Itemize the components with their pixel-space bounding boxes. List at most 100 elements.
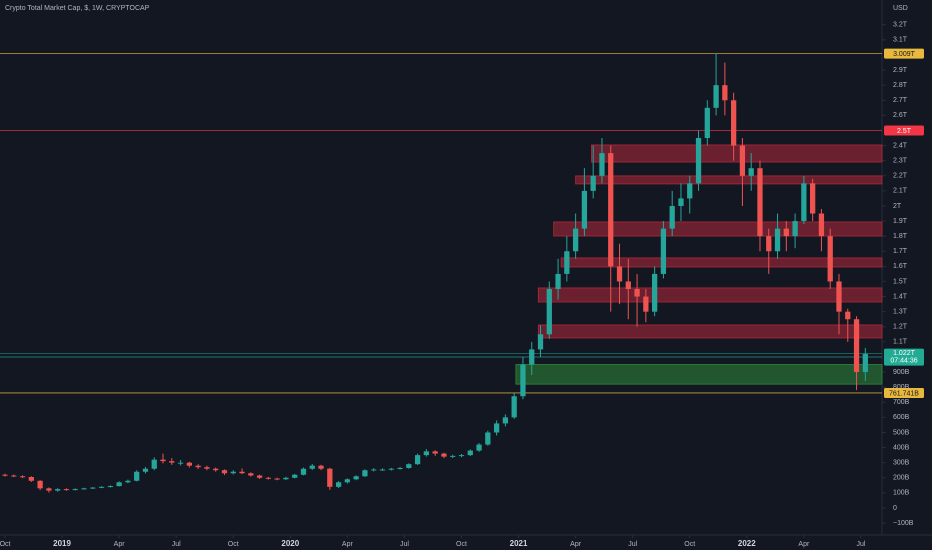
candle-body <box>687 183 693 199</box>
x-tick-label: Jul <box>172 541 181 548</box>
zone <box>515 364 883 385</box>
y-tick-label: 2.6T <box>893 112 908 119</box>
candle-body <box>125 480 131 483</box>
candle-body <box>169 461 175 463</box>
candle-body <box>581 190 588 229</box>
candle-body <box>230 471 236 474</box>
x-tick-label: Oct <box>0 541 11 548</box>
candle-body <box>520 364 526 397</box>
candle-body <box>450 455 456 457</box>
y-tick-label: 2.9T <box>893 67 908 74</box>
candle-body <box>265 477 271 479</box>
candle-body <box>467 450 473 456</box>
candle-body <box>766 236 772 252</box>
candle-body <box>660 228 667 274</box>
candle-body <box>731 100 737 146</box>
candle-body <box>28 477 34 481</box>
candle-body <box>90 487 96 489</box>
candle-body <box>476 444 482 451</box>
candle-body <box>511 396 517 418</box>
zone <box>553 221 883 237</box>
x-tick-label: Jul <box>400 541 409 548</box>
candle-body <box>853 319 860 373</box>
candle-body <box>783 228 789 237</box>
y-tick-label: 1.6T <box>893 263 908 270</box>
candle-body <box>292 474 298 478</box>
y-tick-label: −100B <box>893 520 914 527</box>
candle-body <box>151 459 157 469</box>
candle-body <box>634 289 640 297</box>
candle-body <box>493 423 500 433</box>
candle-body <box>414 455 421 465</box>
candle-body <box>177 462 184 464</box>
candle-body <box>818 213 825 237</box>
candle-body <box>186 462 192 466</box>
candle-body <box>116 482 122 487</box>
candle-body <box>63 489 70 491</box>
last-price-box <box>884 348 924 366</box>
level-label-box <box>884 125 924 136</box>
candle-body <box>441 453 447 457</box>
candle-body <box>72 489 78 491</box>
candle-body <box>651 273 658 312</box>
y-tick-label: 1.8T <box>893 233 908 240</box>
zone <box>575 175 883 185</box>
candle-body <box>2 474 8 476</box>
candle-body <box>537 334 544 350</box>
candle-body <box>739 145 746 176</box>
last-price-label: 1.022T <box>893 350 916 357</box>
candle-body <box>353 476 359 480</box>
y-tick-label: 1.3T <box>893 309 908 316</box>
candle-body <box>344 479 351 483</box>
candle-body <box>134 471 140 481</box>
candle-body <box>423 451 430 456</box>
zone <box>537 324 883 339</box>
zone <box>591 144 883 163</box>
candle-body <box>256 475 263 478</box>
candle-body <box>239 471 245 474</box>
currency-label: USD <box>893 5 908 12</box>
y-tick-label: 1.4T <box>893 293 908 300</box>
zone <box>537 287 883 303</box>
y-tick-label: 600B <box>893 414 910 421</box>
y-tick-label: 2.3T <box>893 158 908 165</box>
level-label-box <box>884 387 924 398</box>
candle-body <box>213 468 219 471</box>
candle-body <box>827 236 833 282</box>
candle-body <box>204 467 210 469</box>
candle-body <box>599 153 605 176</box>
y-tick-label: 1.9T <box>893 218 908 225</box>
x-tick-label: Apr <box>114 541 126 548</box>
candle-body <box>695 138 702 184</box>
candle-body <box>546 289 552 335</box>
y-tick-label: 200B <box>893 475 910 482</box>
y-tick-label: 1.1T <box>893 339 908 346</box>
candle-body <box>107 486 113 488</box>
y-tick-label: 900B <box>893 369 910 376</box>
candle-body <box>564 251 570 274</box>
x-tick-label: Apr <box>342 541 354 548</box>
x-tick-label: Jul <box>856 541 865 548</box>
candle-body <box>142 468 149 472</box>
candle-body <box>318 465 324 469</box>
level-label: 3.009T <box>893 51 916 58</box>
candle-body <box>274 478 280 480</box>
candle-body <box>327 468 333 487</box>
y-tick-label: 700B <box>893 399 910 406</box>
candle-body <box>160 459 166 462</box>
candle-body <box>748 168 754 176</box>
candle-body <box>669 205 675 229</box>
x-tick-label: Oct <box>684 541 695 548</box>
candle-body <box>590 175 596 191</box>
y-tick-label: 100B <box>893 490 910 497</box>
candle-body <box>792 221 798 237</box>
candle-body <box>458 455 465 457</box>
y-tick-label: 300B <box>893 460 910 467</box>
y-tick-label: 3.1T <box>893 37 908 44</box>
y-tick-label: 2.4T <box>893 142 908 149</box>
x-tick-label: Jul <box>628 541 637 548</box>
x-tick-label: 2022 <box>738 539 756 548</box>
candle-body <box>406 464 412 468</box>
